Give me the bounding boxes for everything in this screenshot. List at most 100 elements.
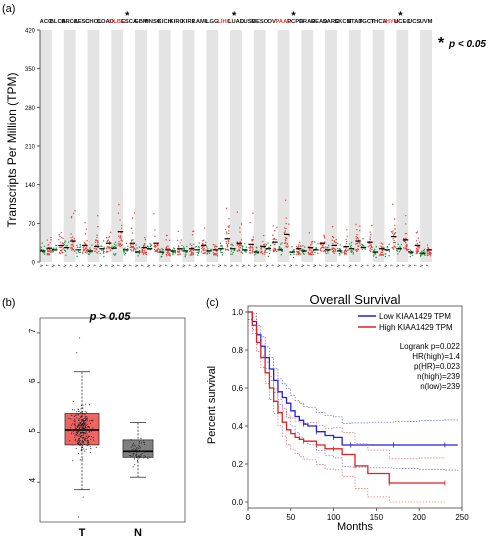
- tumor-point: [311, 251, 314, 253]
- box-point: [77, 408, 79, 411]
- tumor-point: [371, 224, 373, 227]
- normal-point: [55, 244, 58, 247]
- tumor-point: [284, 242, 286, 244]
- tumor-point: [153, 248, 156, 251]
- tumor-point: [156, 250, 159, 252]
- tumor-point: [189, 254, 191, 256]
- normal-point: [206, 246, 208, 248]
- tumor-point: [240, 223, 243, 225]
- tumor-point: [49, 242, 51, 244]
- tumor-point: [392, 203, 394, 205]
- tumor-point: [50, 251, 52, 254]
- tumor-point: [189, 249, 192, 252]
- normal-point: [241, 247, 244, 249]
- normal-point: [266, 251, 268, 254]
- tumor-point: [105, 251, 108, 253]
- tumor-point: [369, 249, 371, 251]
- normal-point: [184, 255, 186, 258]
- category-label: DLBC: [109, 19, 126, 25]
- tumor-point: [84, 233, 87, 235]
- category-label: KICH: [158, 19, 172, 25]
- normal-point: [388, 255, 390, 257]
- normal-point: [339, 254, 341, 256]
- box-point: [84, 410, 86, 412]
- box-point: [82, 407, 84, 409]
- tumor-point: [238, 249, 241, 252]
- box-point: [88, 426, 91, 428]
- box-point: [133, 448, 135, 450]
- normal-point: [149, 243, 151, 245]
- tumor-point: [274, 249, 277, 252]
- tumor-point: [273, 249, 276, 251]
- tumor-point: [390, 231, 393, 233]
- tumor-point: [177, 254, 179, 256]
- box-point: [142, 441, 145, 443]
- category-stripe: [111, 30, 124, 262]
- box-point: [85, 422, 87, 424]
- normal-point: [79, 246, 82, 248]
- normal-point: [91, 244, 93, 246]
- tumor-xlabel: T: [390, 263, 395, 267]
- box-point: [83, 431, 86, 434]
- tumor-point: [345, 242, 348, 245]
- normal-point: [206, 253, 208, 255]
- box-point: [85, 411, 87, 413]
- box-point: [85, 431, 87, 433]
- tumor-point: [403, 247, 405, 249]
- tumor-point: [308, 249, 311, 251]
- tumor-point: [286, 242, 288, 245]
- tumor-point: [70, 215, 73, 218]
- tumor-point: [84, 242, 86, 245]
- normal-point: [291, 246, 293, 248]
- normal-point: [43, 251, 46, 253]
- normal-point: [43, 253, 46, 255]
- normal-point: [101, 249, 103, 251]
- box-point: [76, 434, 78, 437]
- tumor-point: [93, 247, 96, 250]
- tumor-point: [117, 212, 120, 214]
- box-point: [77, 431, 79, 433]
- tumor-point: [263, 244, 265, 246]
- box-point: [77, 414, 80, 416]
- box-point: [129, 451, 131, 453]
- box-point: [90, 436, 93, 438]
- normal-point: [232, 251, 234, 254]
- box-point: [77, 442, 79, 444]
- tumor-point: [129, 244, 132, 246]
- normal-point: [423, 253, 426, 256]
- box-point: [134, 445, 136, 447]
- tumor-point: [120, 239, 122, 242]
- box-point: [78, 439, 80, 441]
- tumor-point: [165, 255, 168, 257]
- tumor-point: [345, 248, 347, 250]
- tumor-point: [107, 239, 109, 242]
- tumor-point: [355, 243, 357, 245]
- tumor-point: [120, 227, 123, 230]
- box-point: [136, 455, 138, 457]
- tumor-point: [62, 242, 64, 245]
- tumor-point: [260, 248, 263, 250]
- box-point: [71, 431, 73, 433]
- normal-point: [125, 252, 127, 255]
- tumor-point: [227, 240, 230, 243]
- box-point: [135, 454, 137, 456]
- normal-point: [409, 252, 411, 255]
- box-category-label: T: [79, 527, 86, 539]
- box-point: [131, 444, 133, 446]
- box-point: [74, 427, 76, 429]
- tumor-point: [345, 238, 347, 241]
- tumor-point: [285, 245, 287, 248]
- tumor-point: [297, 253, 299, 256]
- tumor-point: [142, 253, 145, 255]
- tumor-point: [62, 248, 64, 250]
- normal-point: [65, 254, 67, 257]
- normal-point: [386, 246, 388, 249]
- normal-xlabel: N: [265, 264, 270, 268]
- box-point: [132, 442, 135, 444]
- tumor-point: [370, 234, 372, 236]
- tumor-point: [143, 244, 145, 247]
- tumor-point: [405, 246, 407, 248]
- tumor-point: [72, 236, 74, 238]
- box-point: [80, 416, 82, 418]
- box-point: [139, 441, 141, 443]
